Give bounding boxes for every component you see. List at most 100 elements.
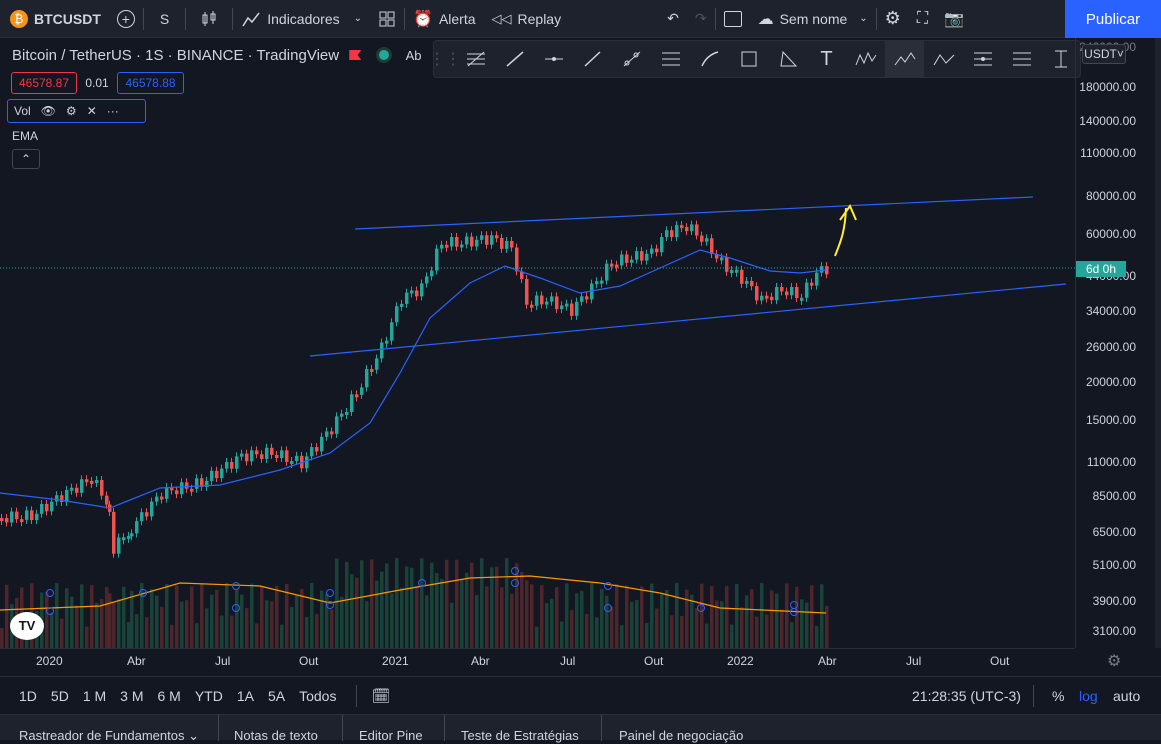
event-marker[interactable] [697,604,705,612]
range-1m[interactable]: 1 M [82,687,107,704]
abc-wave-tool-icon[interactable] [924,41,963,77]
volume-bar [90,585,94,648]
volume-bar [45,591,49,648]
triangle-tool-icon[interactable] [768,41,807,77]
measure-tool-icon[interactable] [1041,41,1080,77]
candle [200,478,204,487]
candle [240,453,244,457]
tab-fundamentals[interactable]: Rastreador de Fundamentos ⌄ [19,728,199,744]
multiline-tool-icon[interactable] [456,41,495,77]
elliott-wave-tool-icon[interactable] [885,41,924,77]
event-marker[interactable] [790,608,798,616]
snapshot-button[interactable]: 📷 [936,0,972,38]
fib-extension-tool-icon[interactable] [1002,41,1041,77]
rectangle-tool-icon[interactable] [729,41,768,77]
range-1a[interactable]: 1A [236,687,254,704]
text-tool-icon[interactable]: T [820,47,833,70]
candle [470,236,474,247]
more-icon[interactable]: ··· [106,104,119,118]
trendline-tool-icon[interactable] [495,41,534,77]
close-icon[interactable]: ✕ [86,104,97,118]
candle [805,282,809,298]
axis-settings-icon[interactable]: ⚙ [1107,653,1122,670]
horizontal-ray-tool-icon[interactable] [534,41,573,77]
event-marker[interactable] [604,604,612,612]
lower-trendline[interactable] [309,283,1067,357]
clock-label[interactable]: 21:28:35 (UTC-3) [912,687,1021,704]
range-ytd[interactable]: YTD [194,687,223,704]
replay-button[interactable]: ◁◁ Replay [484,0,570,38]
range-5d[interactable]: 5D [50,687,69,704]
undo-button[interactable]: ↶ [659,0,687,38]
templates-button[interactable] [370,0,404,38]
event-marker[interactable] [326,589,334,597]
publish-button[interactable]: Publicar [1065,0,1161,38]
brush-tool-icon[interactable] [690,41,729,77]
log-toggle[interactable]: log [1079,687,1098,704]
tab-strategy-tester[interactable]: Teste de Estratégias [461,728,579,743]
fullscreen-button[interactable]: ⛶ [909,0,936,38]
event-marker[interactable] [46,607,54,615]
hand-drawn-arrow[interactable] [834,203,857,257]
upper-trendline[interactable] [354,196,1034,230]
volume-bar [445,559,449,648]
candle [365,369,369,388]
eye-icon[interactable]: 👁 [40,104,56,118]
flag-icon[interactable] [349,50,362,60]
tab-text-notes[interactable]: Notas de texto [234,728,318,743]
event-marker[interactable] [511,567,519,575]
parallel-channel-tool-icon[interactable] [651,41,690,77]
fib-tool-icon[interactable] [963,41,1002,77]
save-layout-button[interactable]: ☁ Sem nome ⌄ [750,0,876,38]
auto-toggle[interactable]: auto [1113,687,1141,704]
event-marker[interactable] [511,579,519,587]
interval-button[interactable]: S [144,0,185,38]
pattern-tool-icon[interactable] [846,41,885,77]
go-to-date-button[interactable]: 🗓 [371,687,390,705]
alert-button[interactable]: ⏰ Alerta [405,0,484,38]
currency-selector[interactable]: USDT˅ [1082,44,1126,64]
event-marker[interactable] [139,589,147,597]
compare-button[interactable]: + [109,0,143,38]
tradingview-logo[interactable]: TV [10,612,44,640]
event-marker[interactable] [326,601,334,609]
candle [175,490,179,495]
range-3m[interactable]: 3 M [120,687,144,704]
candle [100,480,104,496]
arrow-tool-icon[interactable] [573,41,612,77]
gear-icon[interactable]: ⚙ [65,104,77,118]
range-1d[interactable]: 1D [19,687,37,704]
indicators-button[interactable]: Indicadores ⌄ [233,0,370,38]
bid-price[interactable]: 46578.87 [11,72,77,94]
collapse-legend-button[interactable]: ⌃ [12,149,40,169]
tab-trading-panel[interactable]: Painel de negociação [619,728,743,743]
symbol-search[interactable]: ₿ BTCUSDT [0,0,109,38]
volume-bar [230,615,234,648]
range-5a[interactable]: 5A [267,687,286,704]
price-axis[interactable]: 240000.00 USDT˅ 180000.00 140000.00 1100… [1075,38,1161,648]
event-marker[interactable] [418,579,426,587]
settings-button[interactable]: ⚙ [877,0,909,38]
percent-toggle[interactable]: % [1052,687,1065,704]
redo-button[interactable]: ↷ [687,0,715,38]
ray-tool-icon[interactable] [612,41,651,77]
time-axis[interactable] [0,648,1075,676]
range-6m[interactable]: 6 M [157,687,181,704]
volume-legend[interactable]: Vol 👁 ⚙ ✕ ··· [7,99,146,123]
chart-canvas[interactable] [0,38,1075,648]
drag-handle-icon[interactable]: ⋮⋮ [429,51,461,68]
event-marker[interactable] [604,582,612,590]
candle [205,480,209,487]
tab-pine-editor[interactable]: Editor Pine [359,728,423,743]
layout-button[interactable] [716,0,750,38]
ema-legend[interactable]: EMA [12,129,39,143]
range-all[interactable]: Todos [299,687,337,704]
chart-type-button[interactable] [186,0,232,38]
event-marker[interactable] [232,582,240,590]
volume-bar [800,599,804,648]
event-marker[interactable] [46,589,54,597]
event-marker[interactable] [232,604,240,612]
ask-price[interactable]: 46578.88 [117,72,184,94]
candle [245,453,249,462]
candle [455,237,459,247]
